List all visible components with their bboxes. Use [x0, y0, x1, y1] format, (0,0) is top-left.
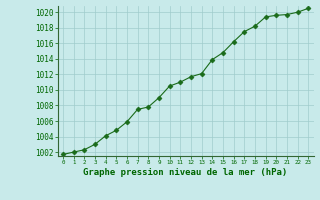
- X-axis label: Graphe pression niveau de la mer (hPa): Graphe pression niveau de la mer (hPa): [84, 168, 288, 177]
